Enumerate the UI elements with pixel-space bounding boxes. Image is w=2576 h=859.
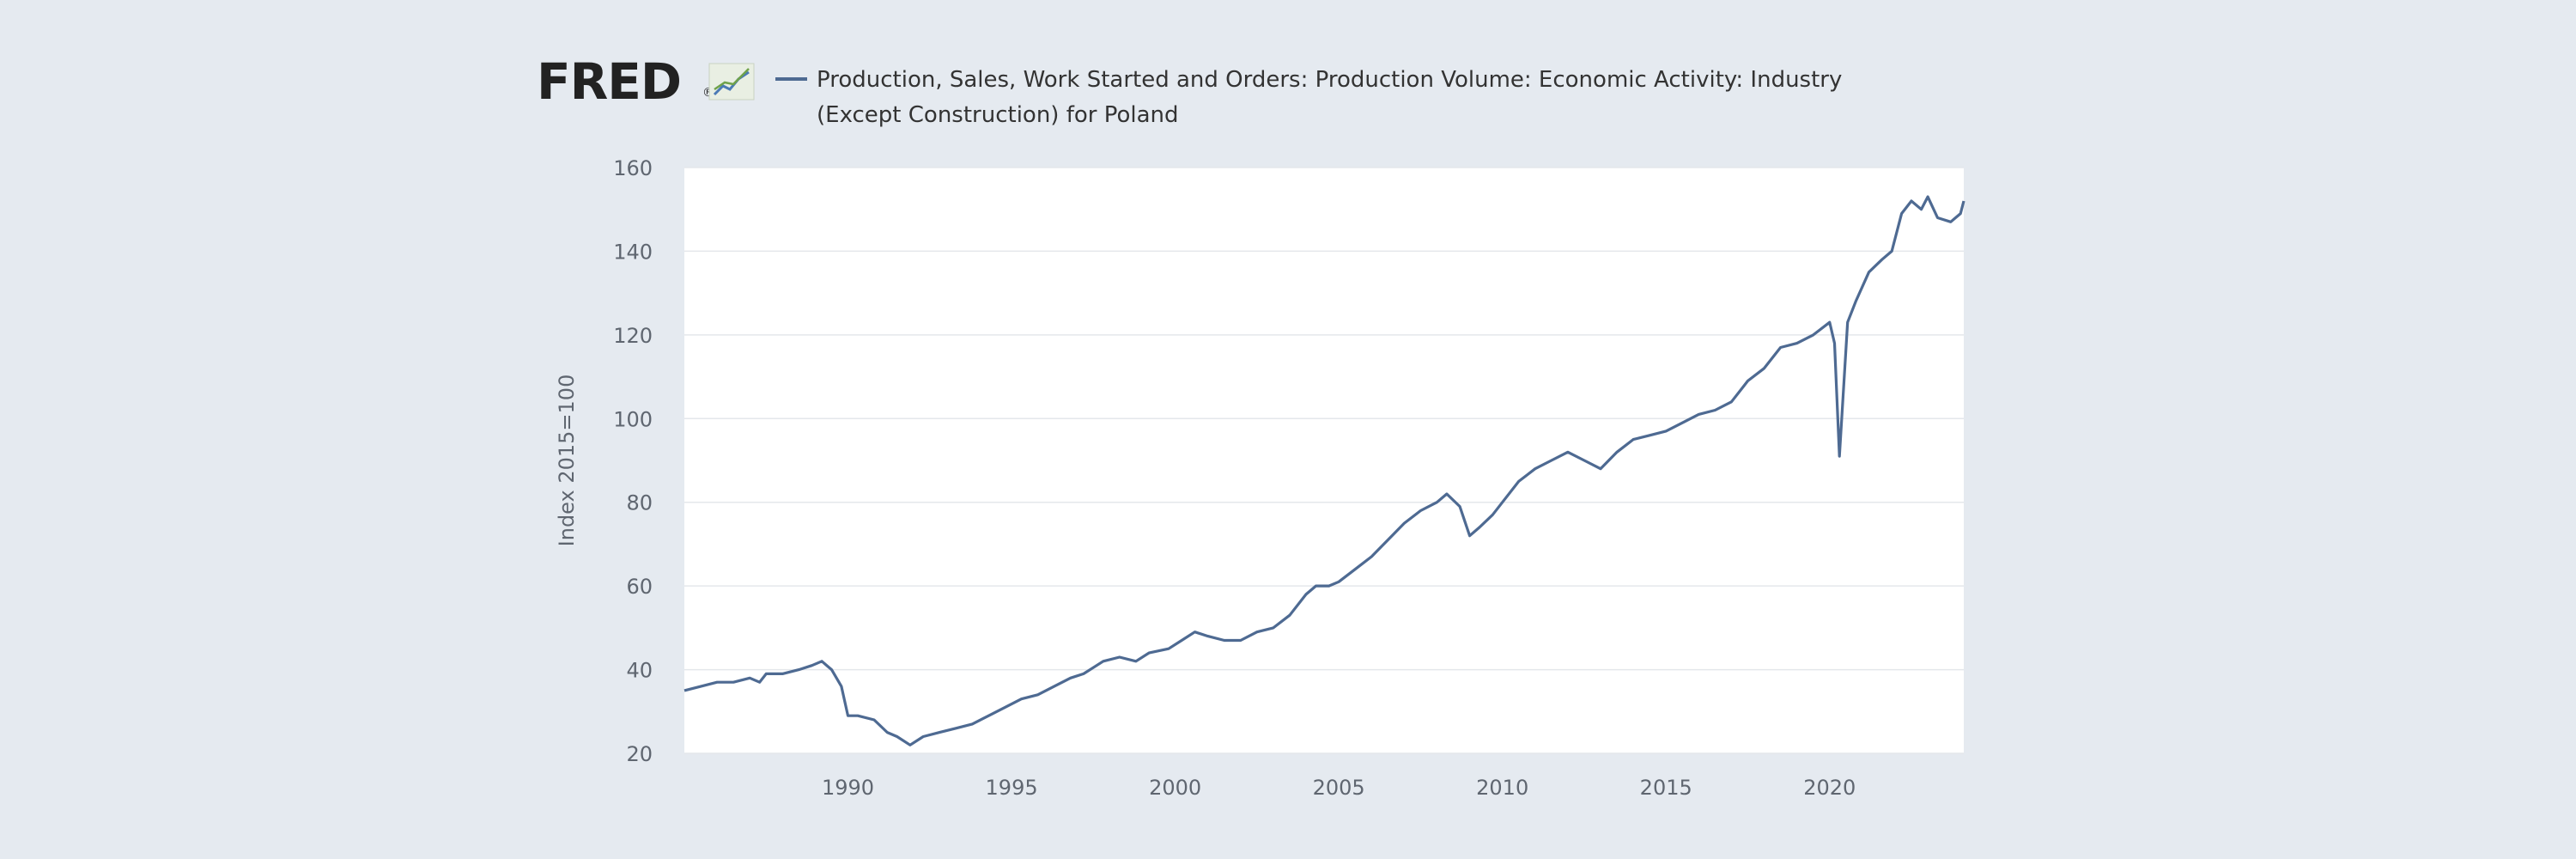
y-tick-label: 120 [613,324,653,348]
x-axis-ticks: 1990 1995 2000 2005 2010 2015 2020 [822,776,1856,800]
chart-title-line-2: (Except Construction) for Poland [817,102,1179,128]
y-axis-label: Index 2015=100 [555,375,579,547]
x-tick-label: 2005 [1313,776,1365,800]
y-tick-label: 80 [626,491,653,515]
x-tick-label: 2020 [1803,776,1856,800]
y-axis-ticks: 20 40 60 80 100 120 140 160 [613,156,653,766]
x-tick-label: 1995 [986,776,1038,800]
y-tick-label: 60 [626,575,653,599]
plot-area [684,168,1964,753]
fred-logo-text: FRED [537,52,681,111]
y-tick-label: 20 [626,742,653,766]
x-tick-label: 1990 [822,776,874,800]
series-line[interactable] [683,195,1965,746]
fred-logo[interactable]: FRED ® [537,52,755,111]
fred-logo-graph-icon [708,63,755,101]
chart-header: FRED ® Production, Sales, Work Started a… [537,52,1842,128]
gridlines [684,167,1964,754]
chart-title-line-1: Production, Sales, Work Started and Orde… [817,67,1842,93]
x-tick-label: 2010 [1476,776,1528,800]
x-tick-label: 2000 [1149,776,1201,800]
x-tick-label: 2015 [1640,776,1692,800]
y-tick-label: 140 [613,240,653,264]
y-tick-label: 100 [613,407,653,431]
y-tick-label: 160 [613,156,653,180]
y-tick-label: 40 [626,659,653,683]
